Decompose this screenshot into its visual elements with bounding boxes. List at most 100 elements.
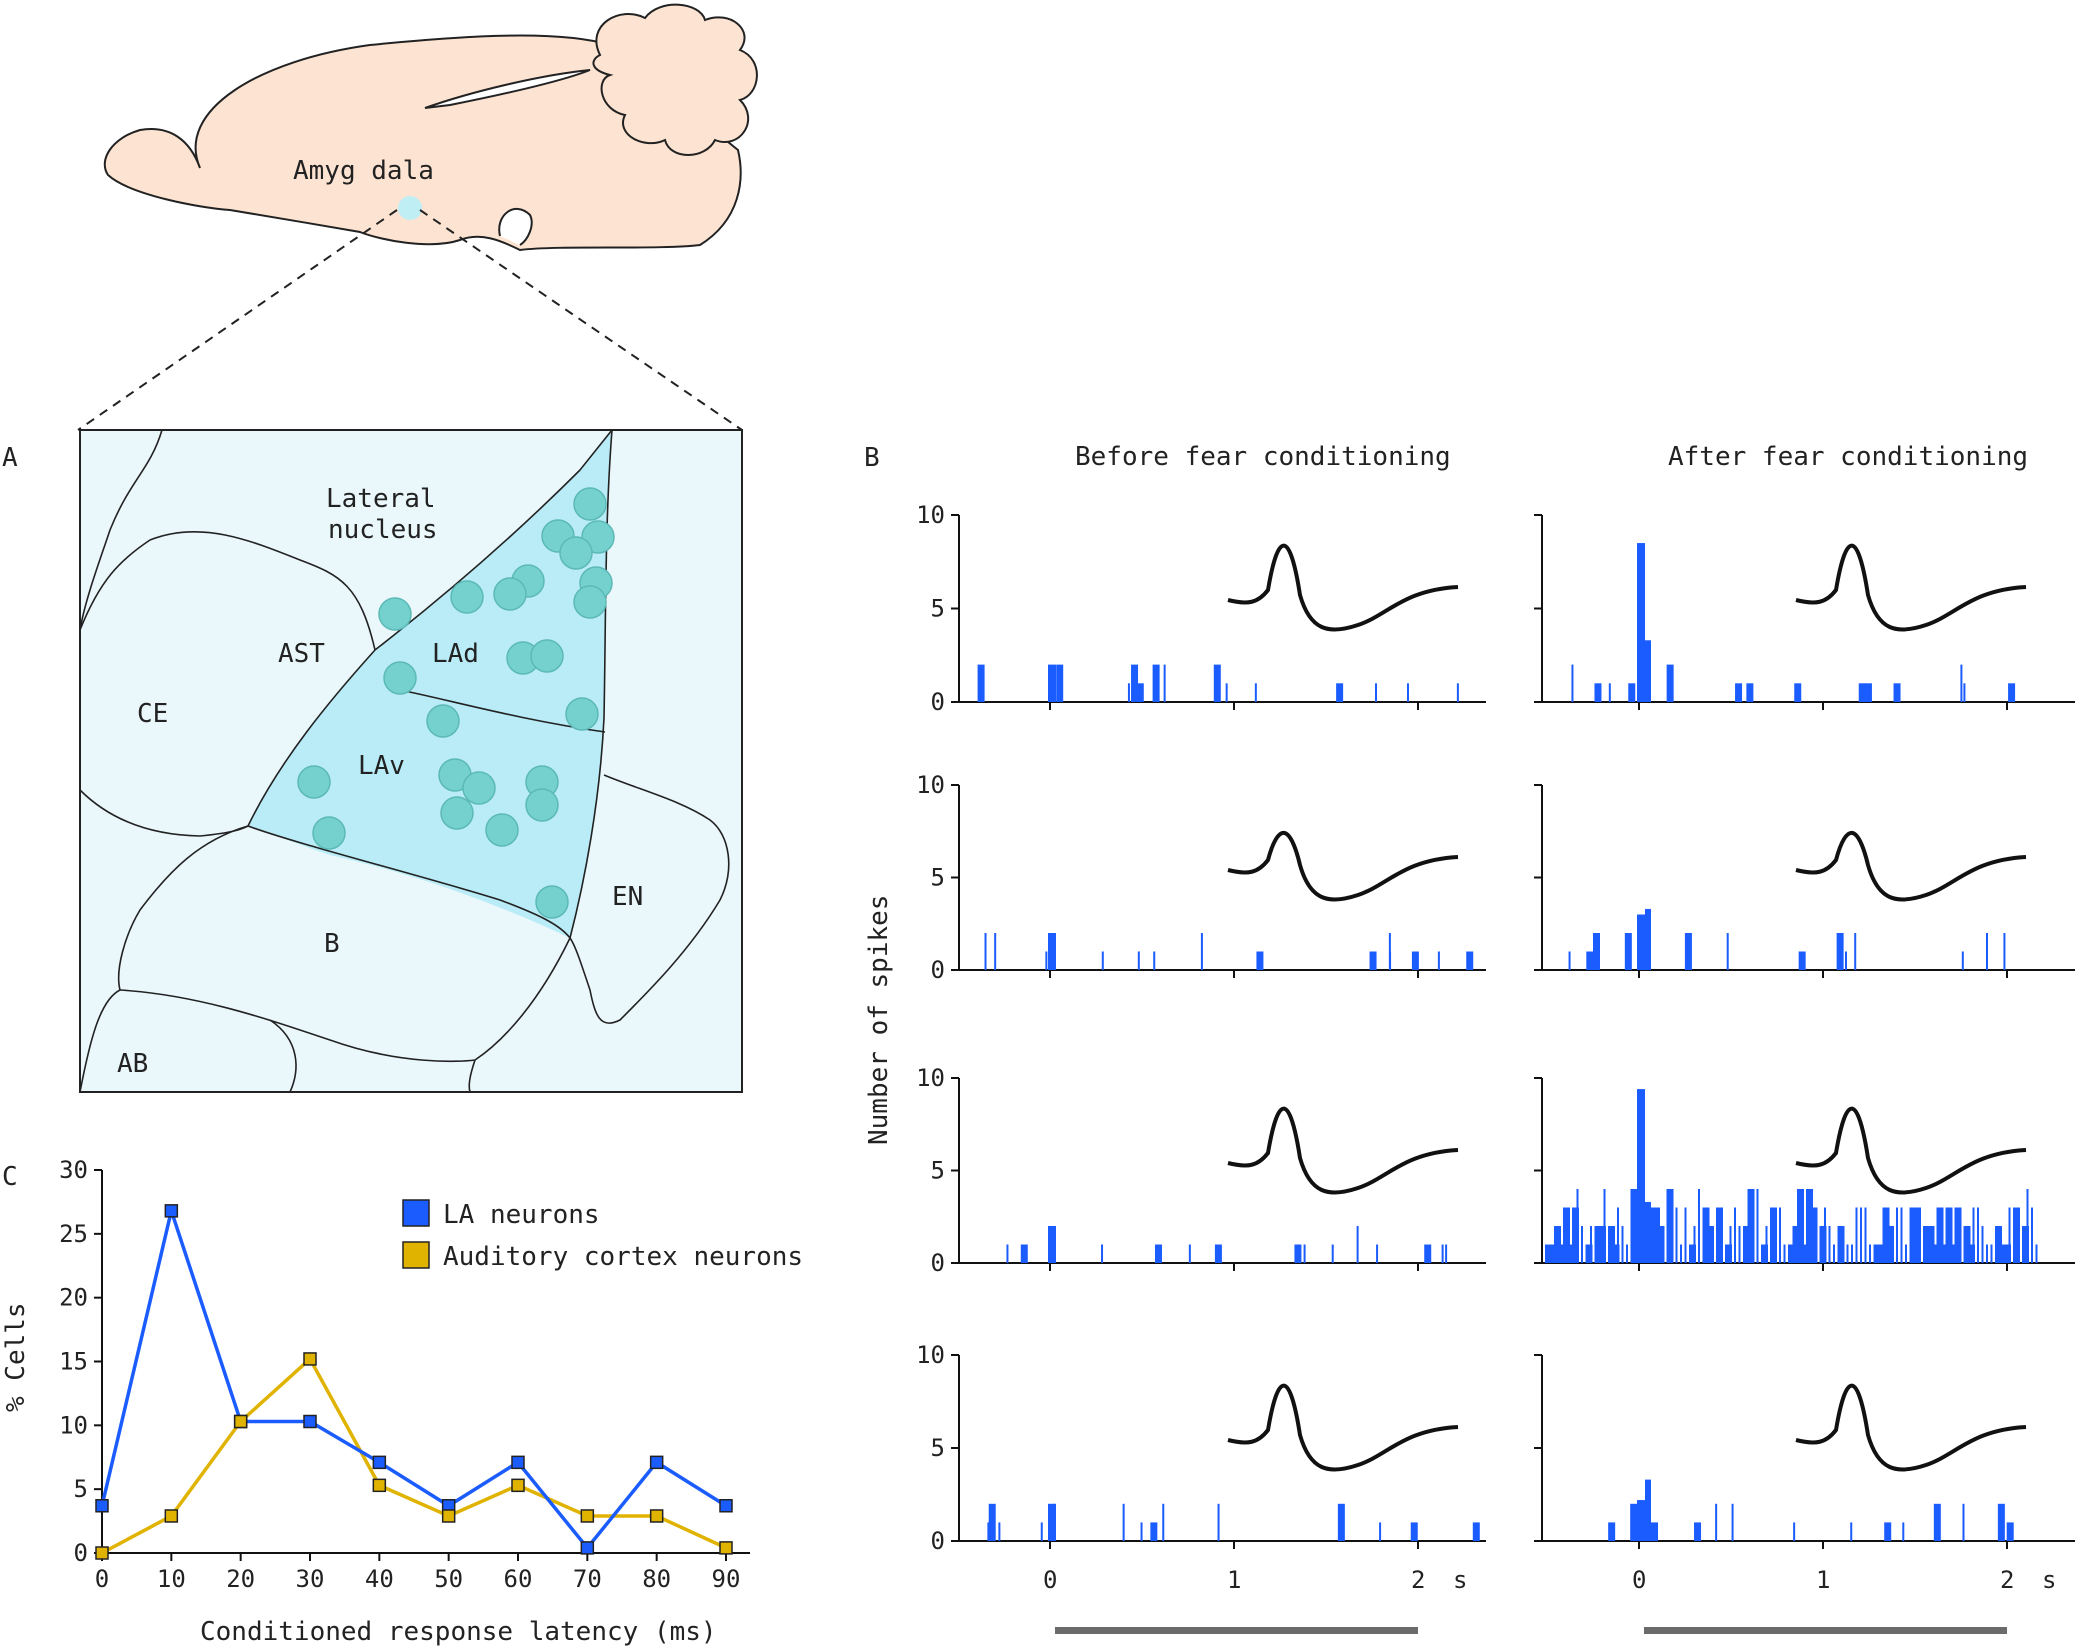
spike-bar	[2006, 1522, 2014, 1541]
x-tick-label: 0	[95, 1565, 109, 1593]
spike-bar	[1864, 1207, 1867, 1263]
x-unit-label: s	[2042, 1566, 2056, 1594]
x-tick-label: 50	[434, 1565, 463, 1593]
spike-bar	[1624, 933, 1632, 970]
spike-bar	[1950, 1244, 1957, 1263]
lateral-nucleus-area	[248, 430, 612, 938]
spike-bar	[1303, 1244, 1306, 1263]
spike-bar	[1662, 1226, 1664, 1263]
neuron-cell	[450, 580, 484, 614]
spike-bar-peak	[1637, 1089, 1645, 1263]
neuron-cell	[493, 577, 527, 611]
spike-bar-peak	[1637, 914, 1645, 970]
y-tick-label: 5	[74, 1475, 88, 1503]
series-line-1	[101, 1356, 727, 1555]
psth-panel: 10 5 0	[916, 1064, 1486, 1277]
spike-bar	[1256, 951, 1264, 970]
spike-bar	[1801, 1244, 1809, 1263]
spike-bar	[977, 664, 985, 702]
x-tick-label: 0	[1043, 1566, 1057, 1594]
spike-bar	[1411, 951, 1419, 970]
spike-bar	[1997, 1503, 2005, 1541]
spike-bar	[1914, 1207, 1921, 1263]
spike-bar	[1918, 1226, 1921, 1263]
panel-a-amygdala-map: Lateral nucleus AST LAd CE LAv EN B AB	[79, 429, 743, 1093]
spike-bar	[1999, 1244, 2007, 1263]
spike-bar	[1954, 1207, 1962, 1263]
spike-bar	[1020, 1244, 1028, 1263]
y-tick-label: 25	[59, 1220, 88, 1248]
spike-bar	[1788, 1244, 1795, 1263]
neuron-cell	[297, 765, 331, 799]
amygdala-label: Amyg dala	[293, 156, 434, 186]
legend-label-la: LA neurons	[443, 1200, 600, 1230]
spike-bar	[1441, 1244, 1444, 1263]
spike-bar	[1960, 664, 1963, 702]
spike-bar	[1902, 1522, 1905, 1541]
col-title-after: After fear conditioning	[1668, 442, 2028, 472]
spike-bar	[1968, 1244, 1975, 1263]
spike-bar	[1163, 664, 1166, 702]
psth-y-tick-label: 0	[931, 1527, 945, 1555]
spike-bar	[2008, 1207, 2011, 1263]
spike-bar	[1819, 1226, 1827, 1263]
boundary-4	[374, 429, 613, 651]
spike-bar	[1798, 951, 1806, 970]
x-tick-label: 90	[712, 1565, 741, 1593]
spike-bar	[1689, 1244, 1696, 1263]
spike-bar	[1645, 1479, 1651, 1541]
zoom-line-left	[77, 209, 398, 431]
spike-bar	[1645, 1201, 1651, 1263]
spike-bar	[1932, 1244, 1939, 1263]
spike-bar	[1136, 683, 1144, 702]
x-tick-label: 40	[365, 1565, 394, 1593]
x-tick-label: 30	[296, 1565, 325, 1593]
spike-bar	[1048, 933, 1056, 970]
neuron-cell	[573, 487, 607, 521]
spike-bar	[1331, 1244, 1334, 1263]
spike-bar	[1675, 1207, 1678, 1263]
spike-bar	[1684, 933, 1692, 970]
series-point-1	[233, 1414, 248, 1429]
neuron-cell	[426, 704, 460, 738]
series-point-1	[441, 1509, 456, 1523]
spike-bar	[1842, 1244, 1844, 1263]
spike-bar	[1726, 933, 1729, 970]
spike-bar	[1590, 1226, 1592, 1263]
spike-bar	[1617, 1207, 1619, 1263]
spike-bar	[1887, 1226, 1894, 1263]
recorded-neurons	[297, 487, 615, 919]
spike-bar	[1045, 951, 1048, 970]
spike-bar	[1006, 1244, 1009, 1263]
spike-bar	[1645, 640, 1651, 702]
psth-y-tick-label: 10	[916, 1341, 945, 1369]
spike-bar	[1568, 951, 1571, 970]
spike-bar	[1152, 664, 1160, 702]
series-point-1	[303, 1352, 317, 1366]
spike-bar	[1410, 1522, 1418, 1541]
spike-bar	[1549, 1244, 1557, 1263]
spike-bar	[1608, 1226, 1615, 1263]
spike-bar	[1905, 1244, 1907, 1263]
spike-bar	[1959, 1244, 1961, 1263]
series-point-0	[95, 1499, 109, 1513]
spike-bar	[1731, 1503, 1734, 1541]
spike-bar	[1137, 951, 1140, 970]
spike-bar	[1986, 933, 1989, 970]
psth-y-tick-label: 5	[931, 1434, 945, 1462]
spike-bar	[1962, 1503, 1965, 1541]
spike-bar	[1794, 683, 1802, 702]
spike-bar	[1743, 1226, 1750, 1263]
boundary-3	[569, 429, 613, 939]
spike-bar	[1593, 933, 1601, 970]
spike-bar	[1981, 1226, 1984, 1263]
spike-bar	[1864, 683, 1872, 702]
region-label-lav: LAv	[358, 751, 405, 781]
region-label-lateral-2: nucleus	[328, 515, 438, 545]
spike-waveform	[1227, 830, 1459, 902]
spike-bar	[1845, 951, 1848, 970]
zoom-line-right	[419, 209, 743, 431]
series-point-1	[719, 1541, 733, 1555]
